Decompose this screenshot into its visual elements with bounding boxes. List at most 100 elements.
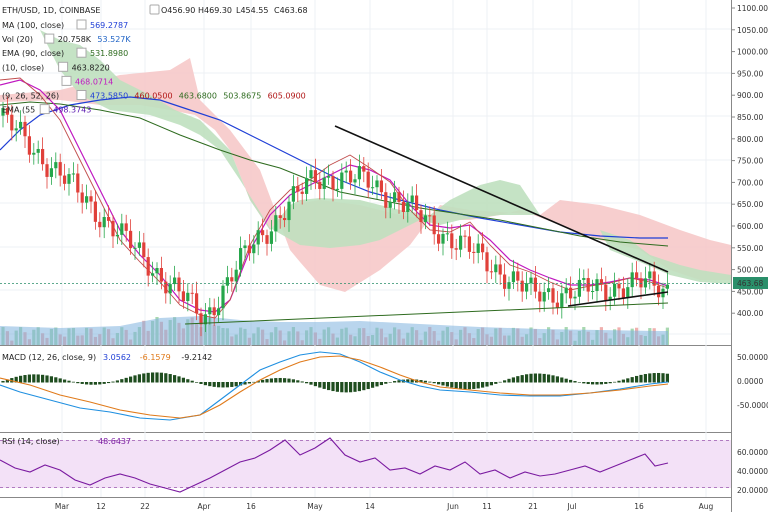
macd-histogram-bar — [608, 382, 612, 384]
visibility-toggle-icon[interactable] — [58, 61, 69, 72]
macd-histogram-bar — [305, 382, 309, 384]
candle-body — [41, 148, 45, 165]
price-axis-ticks: 1100.00 1050.00 1000.00 950.00 900.00 850.00 8… — [731, 4, 768, 318]
candle-body — [63, 175, 67, 184]
macd-tick-label: 50.0000 — [737, 353, 768, 362]
rsi-value: 48.6437 — [98, 437, 131, 446]
candle-body — [393, 192, 397, 203]
candle-body — [595, 279, 599, 292]
visibility-toggle-icon[interactable] — [76, 90, 87, 100]
macd-histogram-bar — [1, 380, 5, 383]
candle-body — [349, 170, 353, 183]
macd-histogram-bar — [76, 382, 80, 384]
candle-body — [507, 282, 511, 289]
macd-histogram-bar — [278, 377, 282, 383]
candle-body — [599, 279, 603, 285]
candle-body — [115, 234, 119, 237]
macd-histogram-bar — [349, 382, 353, 393]
macd-histogram-bar — [494, 382, 498, 384]
macd-panel: MACD (12, 26, close, 9) 3.0562 -6.1579 -9.… — [0, 351, 768, 421]
macd-histogram-bar — [586, 382, 590, 385]
candle-body — [247, 245, 251, 254]
time-tick-label: Mar — [55, 502, 70, 511]
candle-body — [353, 179, 357, 183]
macd-histogram-bar — [155, 372, 159, 383]
macd-histogram-bar — [159, 372, 163, 383]
candle-body — [604, 284, 608, 301]
macd-histogram-bar — [393, 381, 397, 383]
candle-body — [428, 215, 432, 217]
last-price-badge — [733, 277, 768, 289]
candle-body — [542, 292, 546, 302]
candle-body — [269, 231, 273, 244]
time-tick-label: 16 — [634, 502, 644, 511]
visibility-toggle-icon[interactable] — [44, 33, 55, 44]
macd-histogram-bar — [485, 382, 489, 387]
macd-histogram-bar — [208, 382, 212, 387]
macd-histogram-bar — [85, 382, 89, 385]
macd-value: 3.0562 — [103, 353, 131, 362]
candle-body — [89, 196, 93, 202]
macd-histogram-bar — [137, 374, 141, 383]
ohlc-close: C463.68 — [274, 6, 308, 15]
candle-body — [120, 223, 124, 235]
macd-histogram-bar — [481, 382, 485, 388]
macd-histogram-bar — [173, 375, 177, 383]
candle-body — [274, 215, 278, 232]
macd-histogram-bar — [357, 382, 361, 392]
indicator-name: (9, 26, 52, 26) — [2, 92, 59, 101]
price-tick-label: 1000.00 — [737, 48, 768, 57]
candle-body — [366, 171, 370, 188]
candle-body — [516, 271, 520, 281]
candle-body — [577, 279, 581, 297]
macd-histogram-bar — [582, 382, 586, 384]
visibility-toggle-icon[interactable] — [76, 47, 87, 58]
candle-body — [520, 280, 524, 292]
macd-histogram-bar — [507, 378, 511, 383]
macd-histogram-bar — [463, 382, 467, 390]
candle-body — [639, 278, 643, 288]
macd-histogram-bar — [410, 379, 414, 383]
price-tick-label: 950.00 — [737, 69, 763, 78]
macd-histogram-bar — [604, 382, 608, 384]
macd-histogram-bar — [564, 378, 568, 383]
visibility-toggle-icon[interactable] — [39, 104, 50, 115]
macd-histogram-bar — [639, 374, 643, 383]
macd-histogram-bar — [476, 382, 480, 389]
candle-body — [388, 202, 392, 208]
candle-body — [450, 233, 454, 249]
macd-histogram-bar — [560, 377, 564, 383]
candle-body — [613, 283, 617, 297]
visibility-toggle-icon[interactable] — [61, 75, 72, 86]
macd-histogram-bar — [186, 379, 190, 383]
candle-body — [252, 244, 256, 254]
macd-histogram-bar — [107, 382, 111, 384]
macd-histogram-bar — [630, 377, 634, 383]
candle-body — [19, 121, 23, 129]
candle-body — [419, 210, 423, 223]
candle-body — [463, 235, 467, 237]
macd-histogram-bar — [89, 382, 93, 385]
price-tick-label: 500.00 — [737, 266, 763, 275]
candle-body — [142, 242, 146, 258]
time-tick-label: 12 — [96, 502, 106, 511]
macd-histogram-bar — [322, 382, 326, 389]
macd-histogram-bar — [247, 382, 251, 384]
visibility-toggle-icon[interactable] — [76, 19, 87, 30]
candle-body — [362, 166, 366, 172]
macd-histogram-bar — [428, 381, 432, 383]
macd-histogram-bar — [164, 373, 168, 383]
macd-histogram-bar — [366, 382, 370, 390]
indicator-value: 460.0500 — [134, 92, 172, 101]
macd-histogram-bar — [63, 379, 67, 383]
candle-body — [107, 217, 111, 221]
candle-body — [564, 287, 568, 294]
macd-histogram-bar — [274, 378, 278, 383]
macd-histogram-bar — [511, 377, 515, 383]
candle-body — [630, 272, 634, 288]
time-tick-label: 21 — [528, 502, 538, 511]
macd-histogram-bar — [591, 382, 595, 385]
macd-histogram-bar — [36, 374, 40, 383]
macd-histogram-bar — [93, 382, 97, 385]
